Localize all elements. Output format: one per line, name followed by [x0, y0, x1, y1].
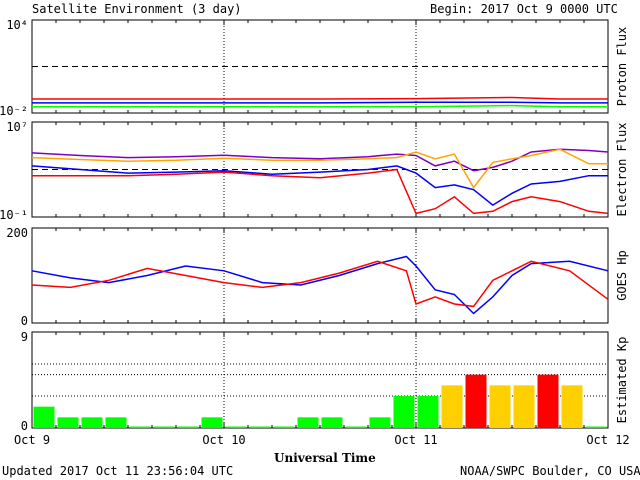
kp-bar	[441, 385, 463, 428]
kp-bar	[273, 426, 295, 428]
y-tick-label-top: 10⁴	[6, 18, 28, 32]
kp-bar	[465, 374, 487, 428]
begin-label: Begin: 2017 Oct 9 0000 UTC	[430, 2, 618, 16]
y-tick-label-top: 10⁷	[6, 120, 28, 134]
kp-bar	[345, 426, 367, 428]
y-tick-label-bottom: 0	[21, 419, 28, 433]
y-tick-label-bottom: 10⁻¹	[0, 208, 28, 222]
x-tick-label: Oct 11	[394, 433, 437, 447]
x-tick-label: Oct 9	[14, 433, 50, 447]
kp-bar	[561, 385, 583, 428]
series-line-blue	[31, 255, 609, 315]
y-tick-label-top: 200	[6, 226, 28, 240]
series-line-orange	[31, 148, 608, 189]
kp-bar	[57, 417, 79, 428]
kp-bar	[177, 426, 199, 428]
panel-4: 9 0 Estimated Kp Oct 9 Oct 10 Oct 11 Oct 12	[14, 330, 630, 447]
series-line-green	[32, 104, 608, 108]
y-axis-label: Electron Flux	[615, 123, 629, 217]
kp-bar	[489, 385, 511, 428]
kp-bar	[225, 426, 247, 428]
x-axis-label: Universal Time	[274, 451, 376, 465]
y-axis-label: GOES Hp	[615, 250, 629, 301]
kp-bar	[393, 396, 415, 428]
series-line-blue	[31, 165, 608, 207]
kp-bar	[33, 406, 55, 428]
kp-bar	[249, 426, 271, 428]
series-line-red	[32, 168, 609, 215]
panel-1: 10⁴ 10⁻² Proton Flux	[0, 18, 629, 118]
updated-timestamp: Updated 2017 Oct 11 23:56:04 UTC	[2, 464, 234, 478]
kp-bar	[321, 417, 343, 428]
kp-bar	[105, 417, 127, 428]
kp-bar	[513, 385, 535, 428]
x-tick-label: Oct 10	[202, 433, 245, 447]
series-line-red	[31, 260, 609, 308]
series-line-red	[32, 96, 608, 100]
x-tick-label: Oct 12	[586, 433, 629, 447]
kp-bar	[369, 417, 391, 428]
y-tick-label-top: 9	[21, 330, 28, 344]
kp-bar	[201, 417, 223, 428]
series-line-blue	[32, 101, 608, 104]
kp-bar	[585, 426, 607, 428]
y-axis-label: Estimated Kp	[615, 337, 629, 424]
y-tick-label-bottom: 0	[21, 314, 28, 328]
panel-2: 10⁷ 10⁻¹ Electron Flux	[0, 120, 629, 222]
series-line-purple	[31, 148, 609, 172]
kp-bar	[153, 426, 175, 428]
credit-label: NOAA/SWPC Boulder, CO USA	[460, 464, 640, 478]
y-tick-label-bottom: 10⁻²	[0, 104, 28, 118]
chart-title: Satellite Environment (3 day)	[32, 2, 242, 16]
kp-bar	[129, 426, 151, 428]
panel-frame	[31, 227, 609, 324]
kp-bar	[81, 417, 103, 428]
kp-bar	[297, 417, 319, 428]
panel-3: 200 0 GOES Hp	[6, 226, 629, 328]
kp-bar	[537, 374, 559, 428]
panel-frame	[31, 121, 609, 218]
kp-bar	[417, 396, 439, 428]
y-axis-label: Proton Flux	[615, 27, 629, 106]
